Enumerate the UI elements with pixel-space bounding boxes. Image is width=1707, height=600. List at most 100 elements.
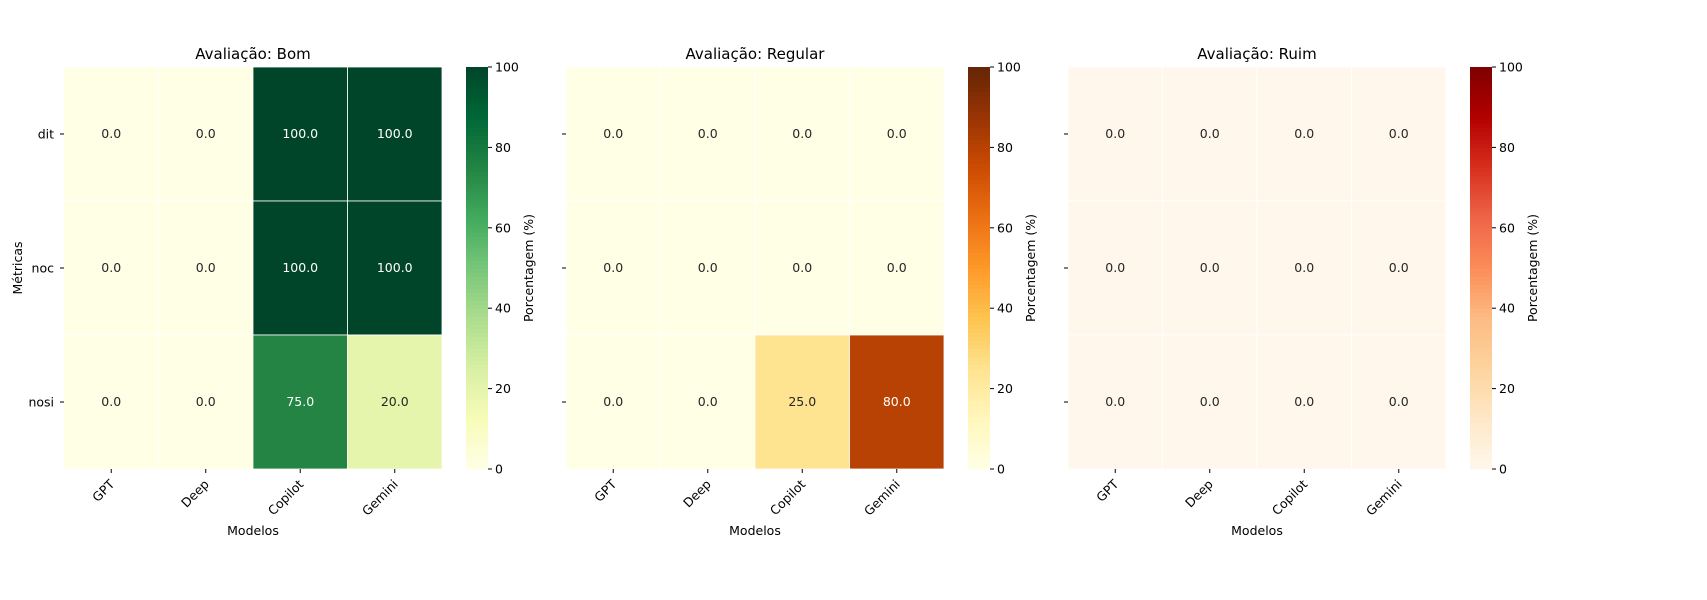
colorbar-segment — [466, 199, 488, 205]
heatmap-cell — [252, 66, 348, 202]
colorbar-segment — [968, 247, 990, 253]
colorbar-segment — [1470, 284, 1492, 289]
colorbar-segment — [466, 115, 488, 120]
colorbar-segment — [968, 300, 990, 305]
cell-value-label: 0.0 — [1294, 260, 1314, 275]
colorbar-segment — [466, 412, 488, 418]
colorbar: 0 20 40 60 80 100 Porcentagem (%) — [466, 60, 536, 477]
colorbar-segment — [466, 167, 488, 173]
heatmap-cell — [1067, 200, 1163, 336]
colorbar-segment — [1470, 67, 1492, 72]
cell-value-label: 0.0 — [792, 260, 812, 275]
colorbar-segment — [1470, 159, 1492, 165]
colorbar-segment — [1470, 272, 1492, 277]
colorbar-segment — [968, 416, 990, 422]
colorbar-segment — [968, 195, 990, 201]
colorbar-segment — [968, 400, 990, 406]
cell-value-label: 0.0 — [196, 394, 216, 409]
colorbar-segment — [1470, 235, 1492, 241]
colorbar-segment — [466, 444, 488, 450]
colorbar-segment — [466, 227, 488, 233]
heatmap-cell — [63, 66, 159, 202]
colorbar-segment — [1470, 344, 1492, 349]
heatmap-cell — [1162, 200, 1258, 336]
heatmap-cell — [158, 66, 254, 202]
cell-value-label: 0.0 — [792, 126, 812, 141]
colorbar-segment — [968, 167, 990, 173]
colorbar-segment — [968, 151, 990, 157]
colorbar-segment — [968, 364, 990, 370]
colorbar-tick-label: 20 — [997, 381, 1013, 396]
colorbar-segment — [968, 87, 990, 92]
colorbar-segment — [466, 276, 488, 281]
colorbar-segment — [1470, 167, 1492, 173]
colorbar-segment — [1470, 215, 1492, 221]
colorbar-segment — [968, 452, 990, 458]
colorbar-segment — [466, 376, 488, 382]
colorbar-segment — [466, 288, 488, 293]
colorbar-tick-label: 100 — [495, 60, 519, 75]
colorbar-segment — [968, 464, 990, 470]
colorbar-segment — [968, 272, 990, 277]
colorbar-segment — [466, 255, 488, 261]
colorbar-segment — [968, 175, 990, 181]
colorbar-segment — [968, 235, 990, 241]
cell-value-label: 0.0 — [1200, 394, 1220, 409]
colorbar-segment — [968, 304, 990, 309]
colorbar-segment — [968, 268, 990, 273]
heatmap-cell — [1351, 66, 1447, 202]
colorbar-tick-label: 40 — [495, 301, 511, 316]
colorbar-segment — [1470, 151, 1492, 157]
colorbar-segment — [968, 171, 990, 177]
colorbar-segment — [466, 131, 488, 136]
colorbar-segment — [968, 276, 990, 281]
colorbar-segment — [1470, 280, 1492, 285]
colorbar-segment — [1470, 384, 1492, 390]
colorbar-segment — [466, 464, 488, 470]
heatmap-cell — [1067, 334, 1163, 470]
colorbar-segment — [1470, 111, 1492, 116]
cell-value-label: 100.0 — [282, 126, 318, 141]
colorbar-segment — [968, 412, 990, 418]
colorbar-segment — [466, 91, 488, 96]
colorbar-segment — [466, 103, 488, 108]
cell-value-label: 100.0 — [377, 126, 413, 141]
colorbar-segment — [968, 444, 990, 450]
colorbar-segment — [968, 159, 990, 165]
colorbar-segment — [1470, 416, 1492, 422]
cell-value-label: 25.0 — [788, 394, 816, 409]
colorbar-segment — [968, 103, 990, 108]
colorbar-segment — [466, 111, 488, 116]
colorbar-segment — [1470, 440, 1492, 446]
colorbar-segment — [466, 231, 488, 237]
colorbar-segment — [968, 79, 990, 84]
colorbar-segment — [1470, 392, 1492, 398]
colorbar-segment — [1470, 356, 1492, 362]
colorbar-segment — [466, 191, 488, 197]
colorbar-segment — [1470, 139, 1492, 144]
colorbar-segment — [466, 356, 488, 362]
colorbar-segment — [968, 288, 990, 293]
colorbar-segment — [1470, 420, 1492, 426]
cell-value-label: 0.0 — [1389, 260, 1409, 275]
colorbar-segment — [1470, 360, 1492, 366]
cell-value-label: 0.0 — [101, 126, 121, 141]
colorbar-segment — [466, 268, 488, 273]
colorbar-segment — [1470, 191, 1492, 197]
colorbar-segment — [1470, 91, 1492, 96]
colorbar-segment — [1470, 304, 1492, 309]
colorbar-segment — [968, 67, 990, 72]
colorbar-segment — [466, 119, 488, 124]
colorbar-segment — [968, 131, 990, 136]
colorbar-segment — [466, 219, 488, 225]
colorbar-segment — [466, 336, 488, 341]
heatmap-cell — [63, 200, 159, 336]
colorbar-segment — [466, 296, 488, 301]
cell-value-label: 0.0 — [1105, 394, 1125, 409]
colorbar-segment — [466, 360, 488, 366]
colorbar-segment — [1470, 211, 1492, 217]
colorbar-segment — [466, 448, 488, 454]
colorbar-segment — [466, 75, 488, 80]
colorbar-segment — [1470, 464, 1492, 470]
colorbar-segment — [968, 356, 990, 362]
